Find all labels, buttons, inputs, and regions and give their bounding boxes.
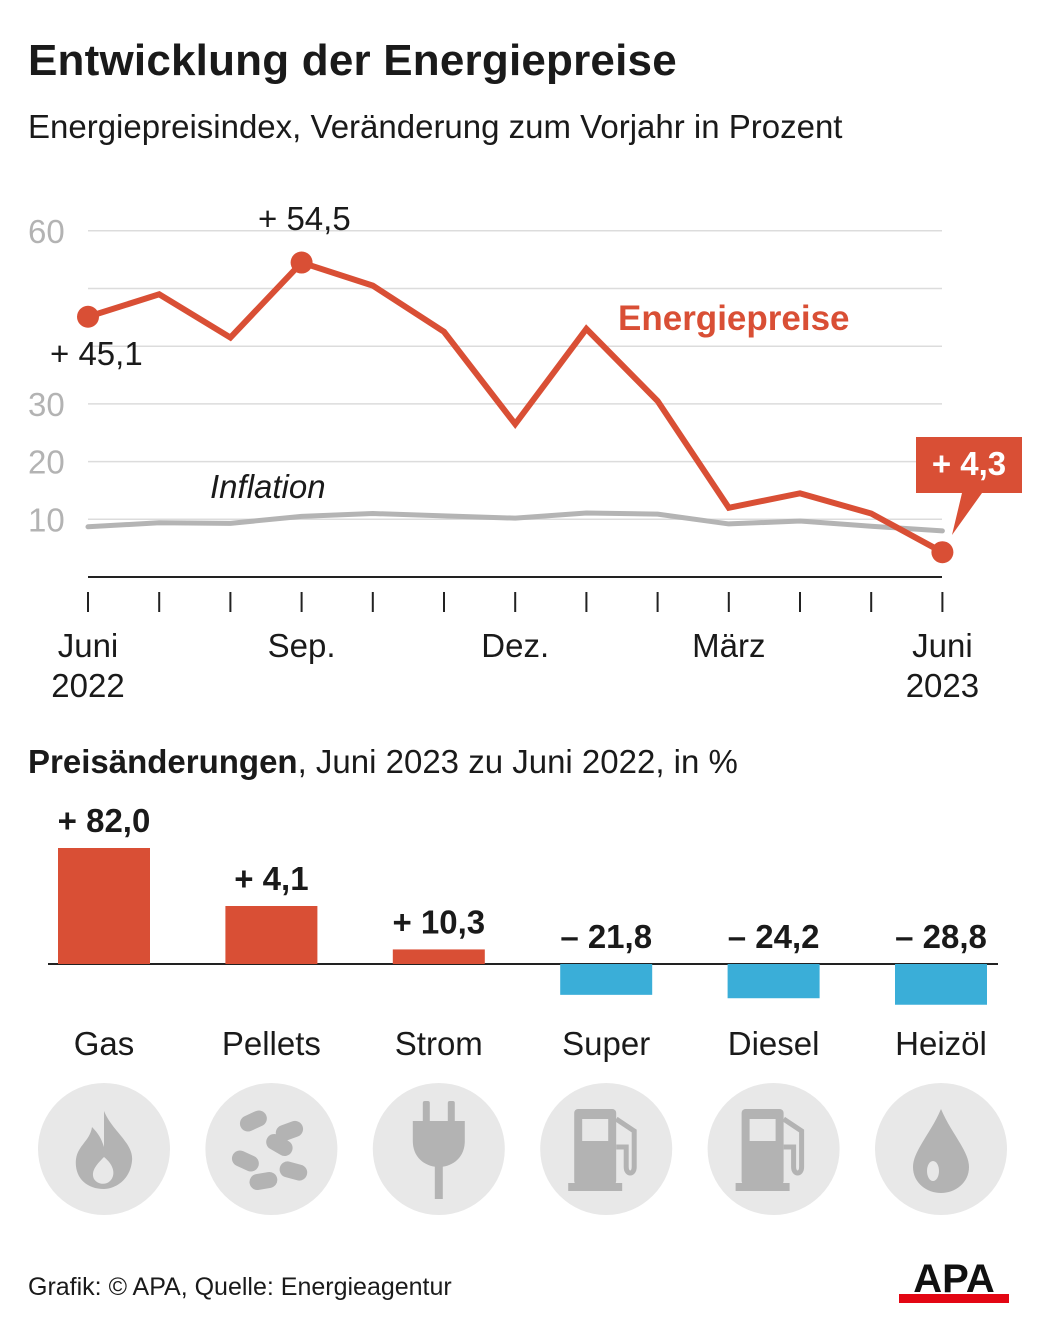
bar [560,964,653,995]
x-tick-label-year: 2023 [906,667,979,704]
bar-value-label: + 4,1 [234,860,308,897]
callout-label: + 4,3 [932,445,1006,482]
category-label: Diesel [728,1025,820,1062]
bar [225,906,318,964]
apa-logo: APA [899,1257,1009,1303]
chart-subtitle: Energiepreisindex, Veränderung zum Vorja… [28,108,843,145]
bar-value-label: + 82,0 [58,802,151,839]
bar-value-label: – 24,2 [728,918,820,955]
bar-chart-title: Preisänderungen, Juni 2023 zu Juni 2022,… [28,743,738,781]
bar-value-label: – 28,8 [895,918,987,955]
energy-price-line [85,259,946,556]
pellet-shape [239,1110,267,1132]
bar-chart-title-rest: , Juni 2023 zu Juni 2022, in % [297,743,738,780]
pump-base [568,1183,623,1191]
fuel-pump-icon [540,1083,673,1215]
y-tick-label: 30 [28,386,65,423]
pellet-shape [266,1134,293,1156]
pellets-icon [205,1083,338,1215]
flame-icon [38,1083,170,1215]
bar-chart-title-bold: Preisänderungen [28,743,298,780]
x-tick-label: Juni [912,627,973,664]
callout-box [916,437,1022,535]
x-tick-label: Dez. [481,627,549,664]
flame-inner [92,1157,114,1184]
y-tick-label: 10 [28,501,65,538]
point-label: + 54,5 [258,200,351,237]
pump-window [749,1119,776,1141]
bar [895,964,987,1005]
pump-hose [614,1116,637,1176]
x-tick-label: Juni [58,627,119,664]
x-tick-label-year: 2022 [51,667,124,704]
plug-prong [447,1101,455,1123]
bar [392,949,485,964]
chart-title: Entwicklung der Energiepreise [28,36,677,85]
y-tick-label: 20 [28,444,65,481]
energy-highlight-point [931,541,954,564]
energy-series-label: Energiepreise [618,299,850,338]
x-tick-label: März [692,627,765,664]
category-label: Super [562,1025,650,1062]
pump-hose [782,1116,805,1176]
inflation-line [85,510,945,534]
drop-highlight [927,1161,939,1181]
oil-drop-icon [875,1083,1007,1215]
plug-prong [422,1101,430,1123]
point-label: + 45,1 [50,335,143,372]
pump-window [582,1119,609,1141]
x-tick-label: Sep. [268,627,336,664]
fuel-pump-icon [707,1083,840,1215]
drop-shape [913,1109,969,1193]
flame-shape [75,1111,133,1189]
pellet-shape [249,1171,278,1191]
bar [727,964,820,999]
pellet-shape [275,1120,304,1142]
pellet-shape [279,1161,308,1181]
bar [58,848,150,964]
category-label: Heizöl [895,1025,987,1062]
pump-base [735,1183,790,1191]
svg-text:APA: APA [913,1257,994,1301]
bar-value-label: – 21,8 [560,918,652,955]
inflation-series-label: Inflation [210,468,326,505]
plug-cable [434,1165,443,1199]
plug-body [412,1121,465,1167]
category-label: Strom [395,1025,483,1062]
bar-value-label: + 10,3 [392,903,485,940]
energy-highlight-point [77,305,99,328]
energy-highlight-point [290,251,313,274]
y-tick-label: 60 [28,213,65,250]
category-label: Gas [74,1025,135,1062]
plug-icon [372,1083,505,1215]
source-note: Grafik: © APA, Quelle: Energieagentur [28,1273,452,1301]
category-label: Pellets [222,1025,321,1062]
pellet-shape [231,1150,259,1172]
